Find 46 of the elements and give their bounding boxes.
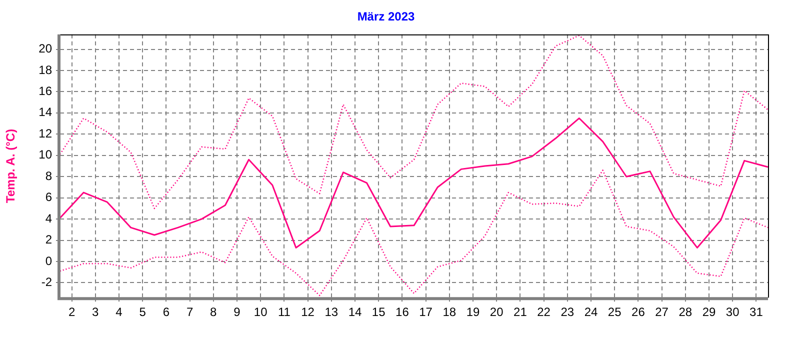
x-tick-label: 4 bbox=[116, 305, 123, 320]
x-tick-label: 23 bbox=[560, 305, 574, 320]
x-tick-label: 9 bbox=[234, 305, 241, 320]
x-tick-label: 11 bbox=[278, 305, 291, 320]
x-tick-label: 19 bbox=[466, 305, 480, 320]
x-tick-label: 29 bbox=[702, 305, 716, 320]
x-tick-label: 26 bbox=[632, 305, 646, 320]
y-tick-label: 0 bbox=[45, 254, 52, 268]
x-tick-label: 30 bbox=[726, 305, 740, 320]
chart-title: März 2023 bbox=[357, 10, 416, 24]
line-series bbox=[60, 34, 768, 210]
y-tick-label: 12 bbox=[38, 126, 52, 140]
y-axis-title: Temp. A. (°C) bbox=[4, 128, 18, 204]
y-tick-label: 2 bbox=[45, 232, 52, 247]
x-tick-label: 2 bbox=[68, 305, 76, 320]
x-tick-label: 10 bbox=[254, 305, 268, 320]
x-tick-label: 8 bbox=[210, 305, 218, 320]
x-tick-label: 25 bbox=[608, 305, 622, 320]
line-series bbox=[60, 170, 768, 296]
y-tick-label: 6 bbox=[45, 190, 52, 204]
y-tick-label: 16 bbox=[38, 84, 52, 98]
x-tick-label: 21 bbox=[514, 305, 528, 320]
x-tick-label: 12 bbox=[301, 305, 315, 320]
y-tick-label: 4 bbox=[45, 211, 52, 226]
x-tick-label: 7 bbox=[186, 305, 194, 320]
x-tick-label: 17 bbox=[419, 305, 433, 320]
y-tick-label: 18 bbox=[38, 62, 52, 77]
x-tick-label: 24 bbox=[584, 305, 598, 320]
x-tick-label: 22 bbox=[537, 305, 551, 320]
y-tick-label: 8 bbox=[45, 168, 52, 183]
x-tick-label: 16 bbox=[396, 305, 410, 320]
y-tick-label: 20 bbox=[38, 42, 52, 56]
x-tick-label: 13 bbox=[324, 305, 338, 320]
x-tick-label: 18 bbox=[442, 305, 456, 320]
y-tick-label: 14 bbox=[38, 105, 52, 120]
x-tick-label: 20 bbox=[490, 305, 504, 320]
x-tick-label: 15 bbox=[372, 305, 386, 320]
x-tick-label: 6 bbox=[162, 305, 170, 320]
x-tick-label: 28 bbox=[678, 305, 692, 320]
y-tick-label: -2 bbox=[41, 275, 52, 290]
x-tick-label: 3 bbox=[92, 305, 100, 320]
x-tick-label: 14 bbox=[348, 305, 362, 320]
x-tick-label: 27 bbox=[655, 305, 669, 320]
x-tick-label: 31 bbox=[750, 305, 764, 320]
x-tick-label: 5 bbox=[139, 305, 146, 320]
y-tick-label: 10 bbox=[38, 148, 52, 162]
